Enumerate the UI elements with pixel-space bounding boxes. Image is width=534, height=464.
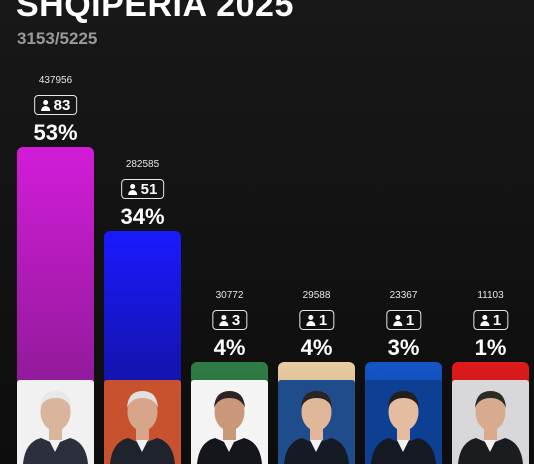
seats-badge: 1 [385,310,422,330]
votes-label: 29588 [302,290,331,301]
person-icon [392,314,402,326]
person-icon [40,99,50,111]
person-icon [305,314,315,326]
candidate-portrait [17,380,94,464]
seats-count: 1 [492,311,502,329]
seats-badge: 51 [120,179,165,199]
candidate-portrait [104,380,181,464]
seats-badge: 1 [472,310,509,330]
seats-count: 1 [405,311,415,329]
seats-count: 51 [140,180,158,198]
seats-badge: 83 [33,95,78,115]
votes-label: 437956 [38,75,73,86]
candidate-portrait [191,380,268,464]
candidate-portrait [278,380,355,464]
votes-label: 11103 [477,290,504,301]
seats-badge: 3 [211,310,248,330]
party-column: 34% 51 282585 [104,0,181,464]
party-column: 4% 1 29588 [278,0,355,464]
party-column: 53% 83 437956 [17,0,94,464]
percent-label: 1% [474,335,507,360]
percent-label: 53% [33,120,78,145]
percent-label: 3% [387,335,420,360]
party-column: 4% 3 30772 [191,0,268,464]
page-title: SHQIPERIA 2025 [16,0,294,24]
counted-stations: 3153/5225 [17,29,98,48]
person-icon [127,183,137,195]
person-icon [479,314,489,326]
seats-count: 3 [231,311,241,329]
party-column: 1% 1 11103 [452,0,529,464]
percent-label: 34% [120,204,165,229]
seats-count: 1 [318,311,328,329]
votes-label: 30772 [215,290,244,301]
percent-label: 4% [300,335,333,360]
candidate-portrait [452,380,529,464]
party-column: 3% 1 23367 [365,0,442,464]
percent-label: 4% [213,335,246,360]
seats-count: 83 [53,96,71,114]
votes-label: 282585 [125,159,160,170]
candidate-portrait [365,380,442,464]
seats-badge: 1 [298,310,335,330]
votes-label: 23367 [389,290,418,301]
person-icon [218,314,228,326]
